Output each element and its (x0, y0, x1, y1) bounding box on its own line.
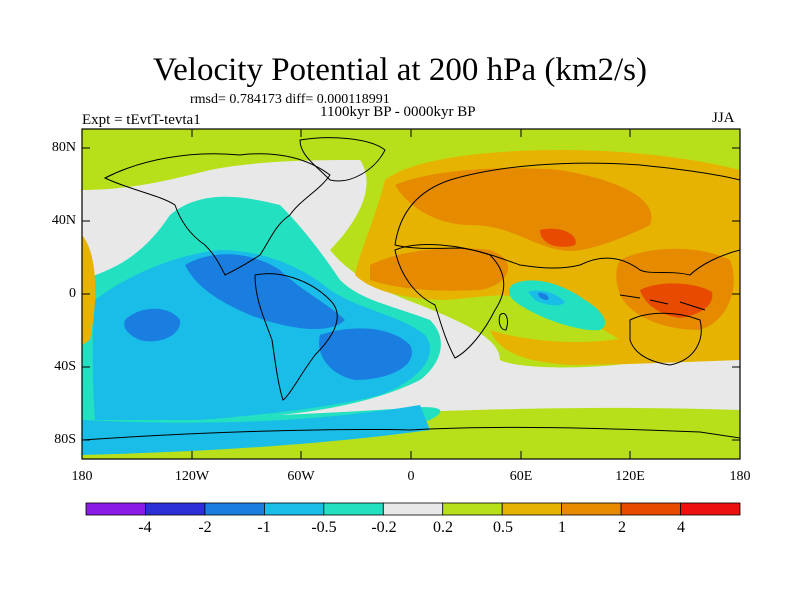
velocity-potential-field (82, 129, 740, 459)
lon-label-120w: 120W (174, 469, 210, 484)
field-band-lightblue (92, 250, 430, 420)
colorbar-label: -2 (198, 519, 212, 536)
lat-label-0: 0 (69, 286, 76, 301)
colorbar-label: 0.5 (493, 519, 513, 536)
lon-label-60e: 60E (509, 469, 533, 484)
experiment-label: Expt = tEvtT-tevta1 (82, 112, 201, 128)
colorbar-label: 2 (618, 519, 626, 536)
colorbar-label: -4 (138, 519, 152, 536)
lon-label-180w: 180 (71, 469, 93, 484)
colorbar-swatch (442, 502, 503, 516)
lon-label-0: 0 (407, 469, 415, 484)
colorbar-swatch (323, 502, 384, 516)
colorbar-swatch (561, 502, 622, 516)
map-title: Velocity Potential at 200 hPa (km2/s) (152, 52, 648, 88)
field-band-red (640, 283, 713, 318)
coastlines (82, 137, 740, 441)
colorbar-label: 4 (677, 519, 685, 536)
colorbar (85, 502, 741, 516)
lat-label-40n: 40N (51, 213, 76, 228)
lon-label-60w: 60W (287, 469, 315, 484)
colorbar-label: -0.2 (371, 519, 397, 536)
colorbar-swatch (145, 502, 206, 516)
colorbar-label: -1 (257, 519, 271, 536)
field-band-blue (185, 254, 345, 330)
lat-label-80n: 80N (51, 140, 76, 155)
colorbar-swatch (501, 502, 563, 516)
lon-label-180e: 180 (729, 469, 751, 484)
colorbar-swatch (620, 502, 681, 516)
period-label: 1100kyr BP - 0000kyr BP (320, 104, 476, 120)
lat-label-80s: 80S (54, 432, 76, 447)
colorbar-swatch (204, 502, 265, 516)
colorbar-swatch (680, 502, 741, 516)
colorbar-label: 1 (558, 519, 566, 536)
axis-ticks (81, 129, 741, 459)
colorbar-swatch (263, 502, 325, 516)
colorbar-swatch (85, 502, 146, 516)
lon-label-120e: 120E (615, 469, 645, 484)
field-band-orange (395, 168, 652, 251)
colorbar-label: -0.5 (311, 519, 337, 536)
stats-line: rmsd= 0.784173 diff= 0.000118991 (190, 92, 390, 107)
colorbar-swatch (382, 502, 444, 516)
lat-label-40s: 40S (54, 359, 76, 374)
season-label: JJA (712, 110, 735, 126)
colorbar-label: 0.2 (433, 519, 453, 536)
